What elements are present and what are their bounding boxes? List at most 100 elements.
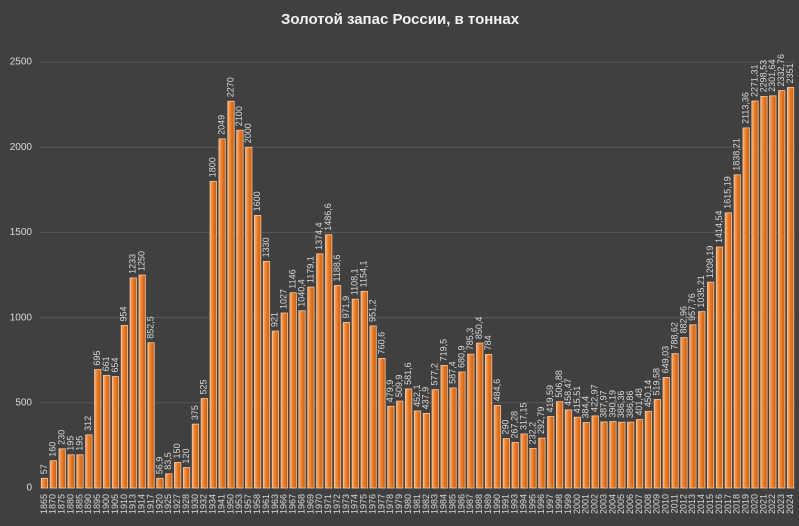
- bar: [520, 433, 528, 489]
- x-tick-label: 2010: [661, 494, 671, 514]
- value-label: 882,96: [678, 306, 688, 334]
- x-tick-label: 1925: [163, 494, 173, 514]
- bar: [333, 285, 342, 489]
- value-label: 2271,31: [749, 64, 759, 97]
- value-label: 852,5: [145, 316, 155, 339]
- x-tick-label: 1991: [501, 494, 511, 514]
- x-tick-label: 2005: [616, 494, 626, 514]
- value-label: 785,3: [465, 328, 475, 351]
- bar: [94, 369, 102, 489]
- value-label: 2000: [243, 123, 253, 143]
- bar: [644, 410, 653, 489]
- x-tick-label: 1999: [563, 494, 573, 514]
- x-tick-label: 1994: [518, 494, 528, 514]
- bar: [85, 434, 93, 489]
- value-label: 921: [270, 312, 280, 327]
- x-tick-label: 1967: [288, 494, 298, 514]
- bar: [245, 146, 253, 489]
- x-tick-label: 1983: [430, 494, 440, 514]
- value-label: 2301,64: [767, 59, 777, 92]
- bar: [564, 409, 573, 489]
- value-label: 267,28: [510, 411, 520, 439]
- x-tick-label: 2015: [705, 494, 715, 514]
- value-label: 419,59: [545, 385, 555, 413]
- x-tick-label: 1927: [172, 494, 182, 514]
- bar: [147, 342, 155, 489]
- bar: [76, 454, 84, 489]
- bar: [58, 448, 66, 489]
- x-tick-label: 1880: [65, 494, 75, 514]
- value-label: 957,76: [687, 293, 697, 321]
- bar: [440, 365, 448, 489]
- value-label: 1374,4: [314, 222, 324, 250]
- value-label: 57: [39, 464, 49, 474]
- bar: [502, 438, 510, 489]
- value-label: 1108,1: [350, 268, 360, 295]
- bar: [40, 477, 49, 489]
- x-tick-label: 2022: [767, 494, 777, 514]
- value-label: 661: [101, 356, 111, 371]
- value-label: 587,4: [447, 361, 457, 384]
- x-tick-label: 1986: [456, 494, 466, 514]
- value-label: 1600: [252, 191, 262, 211]
- y-tick-label: 500: [15, 397, 32, 408]
- bar: [458, 371, 466, 489]
- bar: [707, 281, 715, 489]
- value-label: 951,2: [367, 299, 377, 322]
- x-tick-label: 1969: [305, 494, 315, 514]
- x-tick-label: 2017: [723, 494, 733, 514]
- bar: [484, 354, 493, 489]
- bar: [191, 423, 200, 489]
- value-label: 386,36: [616, 391, 626, 419]
- value-label: 387,97: [598, 390, 608, 418]
- x-tick-label: 1980: [403, 494, 413, 514]
- x-tick-label: 1978: [385, 494, 395, 514]
- x-tick-label: 1895: [92, 494, 102, 514]
- value-label: 386,86: [625, 391, 635, 419]
- bar: [618, 421, 626, 489]
- x-tick-label: 1997: [545, 494, 555, 514]
- bar: [467, 353, 475, 489]
- value-label: 1035,21: [696, 275, 706, 308]
- x-tick-label: 1875: [57, 494, 67, 514]
- bar: [156, 477, 164, 489]
- bar: [378, 358, 386, 489]
- x-tick-label: 2000: [572, 494, 582, 514]
- x-tick-label: 1966: [279, 494, 289, 514]
- x-tick-label: 1971: [323, 494, 333, 514]
- value-label: 230: [57, 430, 67, 445]
- value-label: 1233: [128, 254, 138, 274]
- bar: [316, 253, 324, 489]
- bar: [724, 212, 732, 489]
- bar: [369, 325, 377, 489]
- x-tick-label: 1979: [394, 494, 404, 514]
- bar: [165, 473, 173, 489]
- bar: [751, 100, 759, 489]
- bar: [227, 100, 235, 489]
- bar: [698, 311, 706, 489]
- value-label: 195: [65, 436, 75, 451]
- value-label: 292,79: [536, 407, 546, 435]
- bar: [511, 442, 519, 489]
- x-tick-label: 1870: [48, 494, 58, 514]
- x-tick-label: 2019: [741, 494, 751, 514]
- bar: [600, 421, 608, 489]
- value-label: 56,9: [154, 457, 164, 475]
- value-label: 1330: [261, 237, 271, 257]
- value-label: 195: [74, 436, 84, 451]
- bar: [174, 462, 182, 489]
- x-tick-label: 2014: [696, 494, 706, 514]
- bar: [129, 277, 137, 489]
- x-tick-label: 1941: [216, 494, 226, 514]
- value-label: 1414,54: [714, 210, 724, 243]
- value-label: 484,6: [492, 379, 502, 402]
- bar: [671, 353, 679, 489]
- value-label: 695: [92, 351, 102, 366]
- value-label: 415,51: [572, 386, 582, 414]
- x-tick-label: 1958: [252, 494, 262, 514]
- bar: [262, 260, 271, 489]
- bar: [307, 286, 315, 489]
- value-label: 401,48: [634, 388, 644, 416]
- x-tick-label: 1950: [225, 494, 235, 514]
- x-tick-label: 2004: [607, 494, 617, 514]
